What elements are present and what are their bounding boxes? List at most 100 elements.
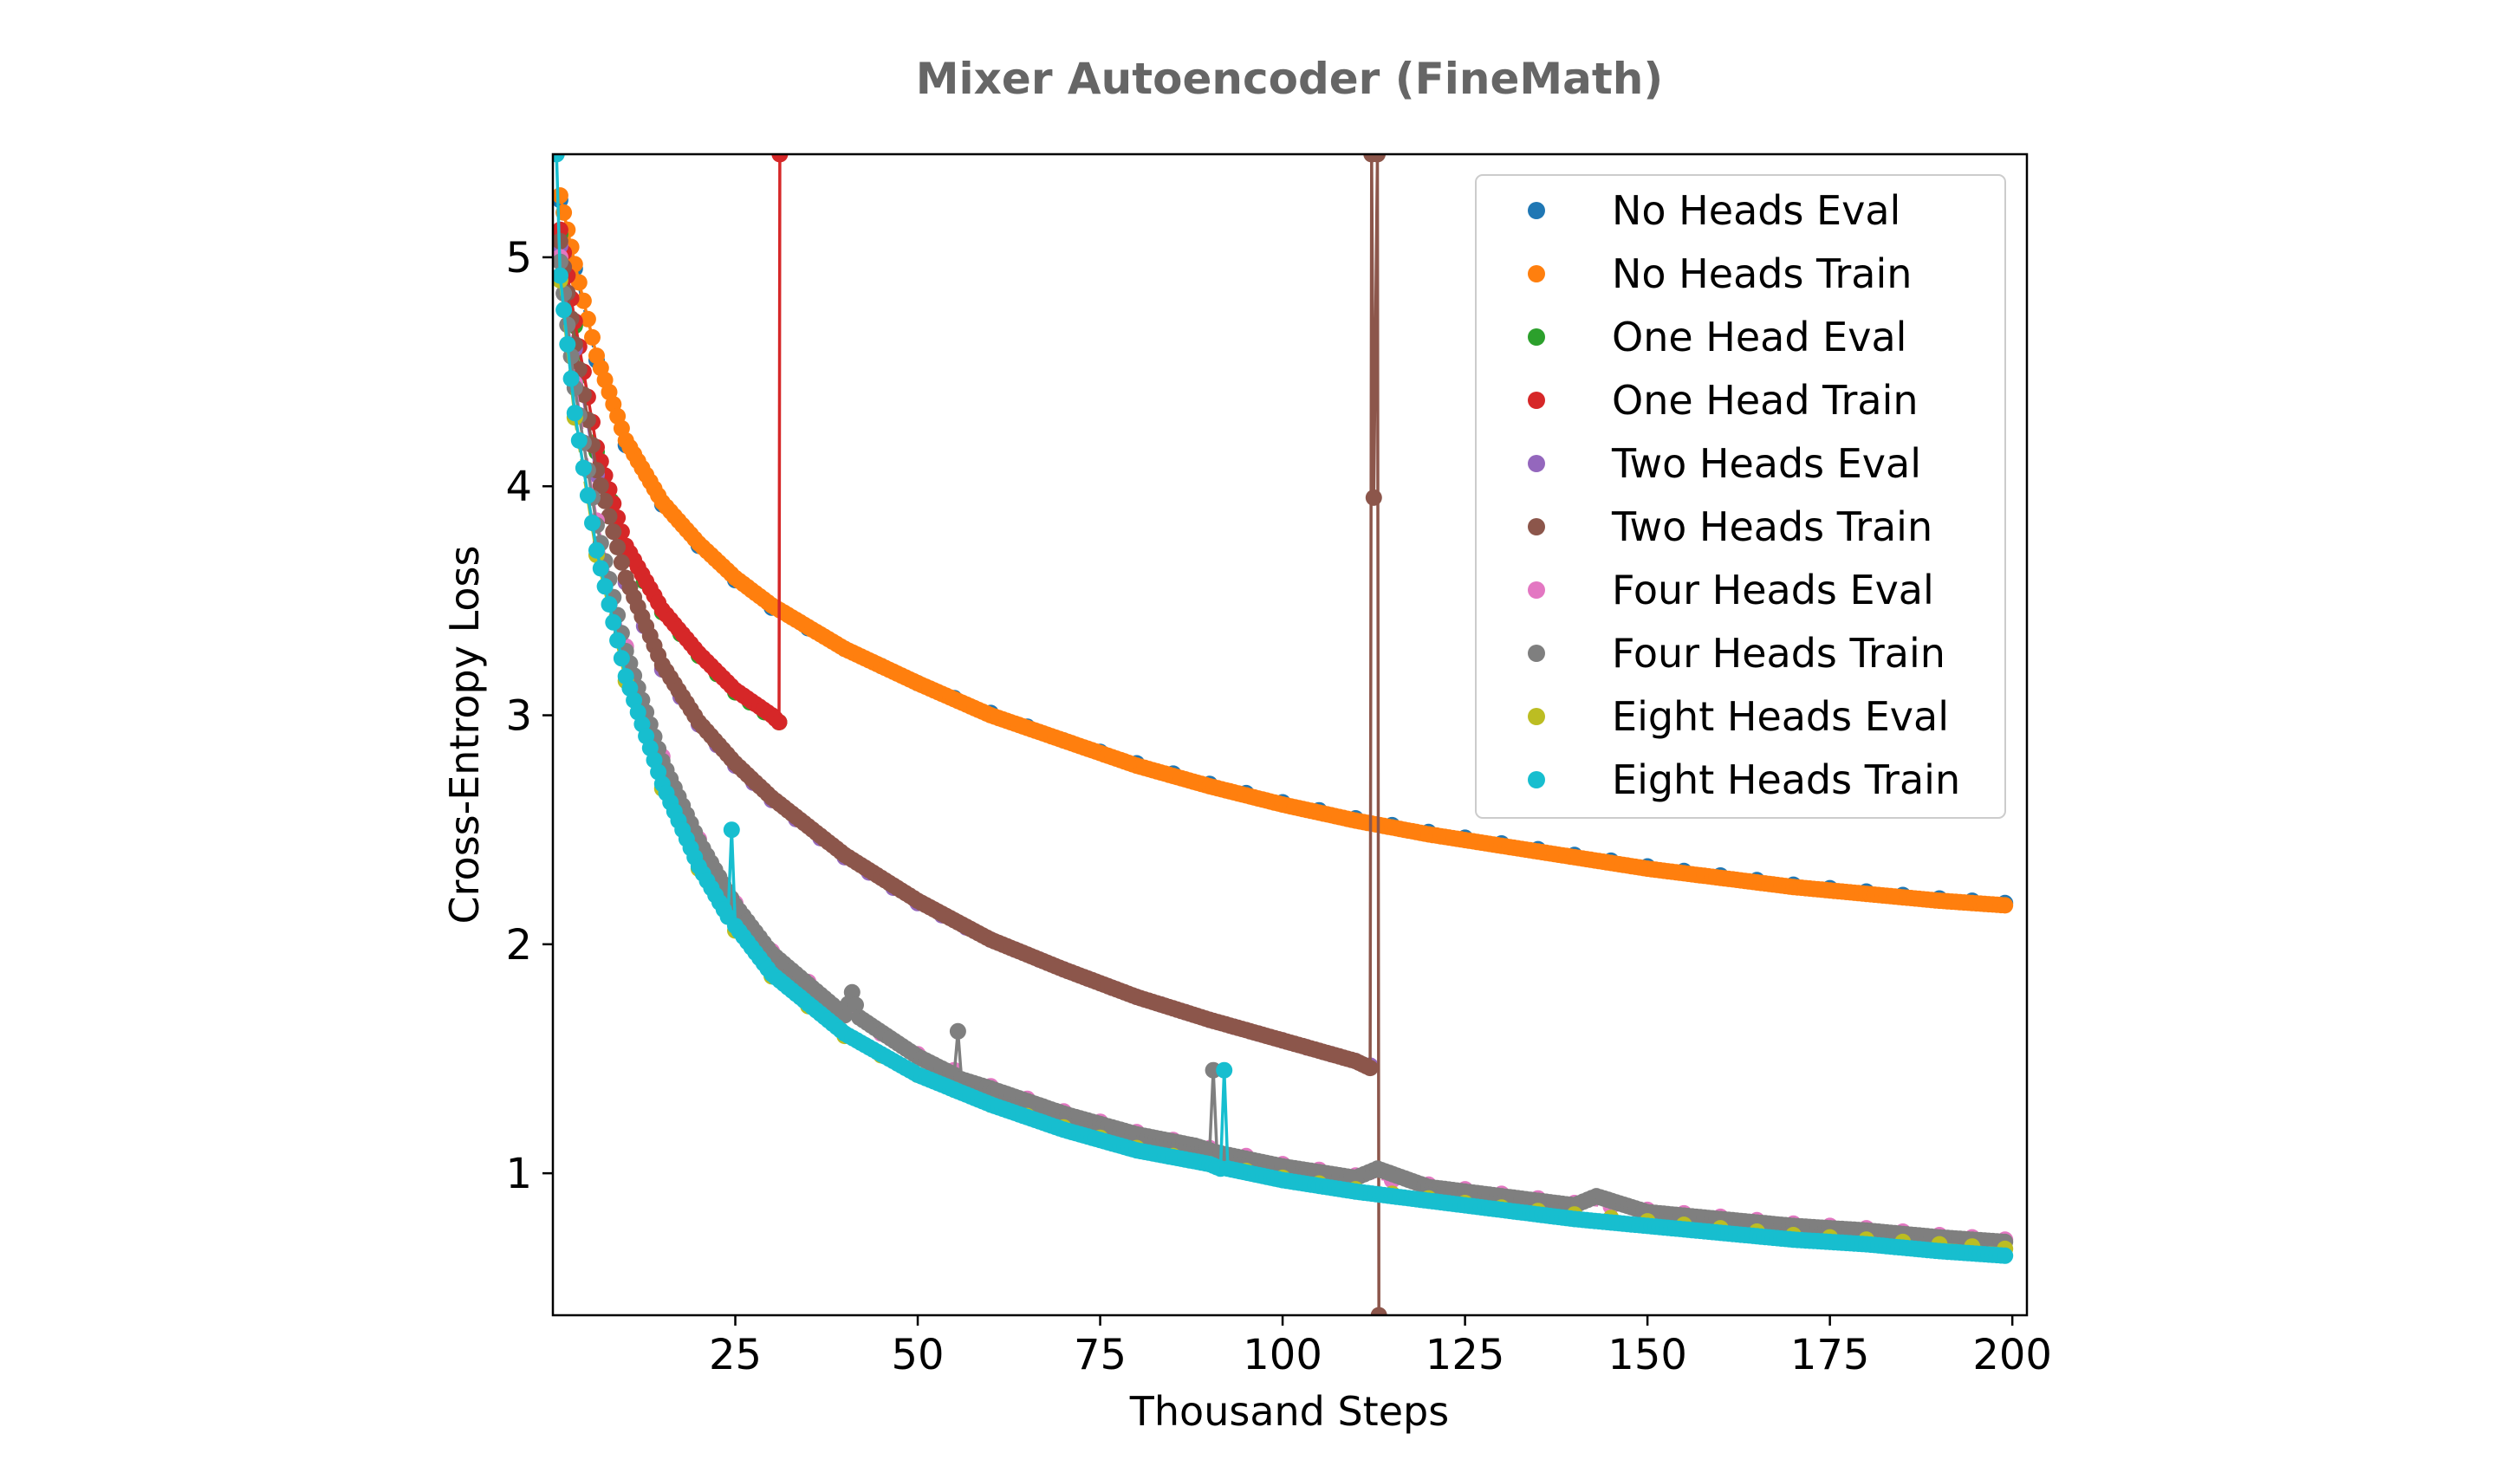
legend-marker: [1528, 581, 1545, 599]
legend-item: No Heads Train: [1528, 250, 1912, 297]
data-point: [584, 515, 601, 531]
data-point: [553, 267, 568, 284]
y-tick-label: 2: [505, 921, 532, 970]
data-point: [592, 477, 609, 494]
data-point: [596, 578, 614, 595]
y-axis-label: Cross-Entropy Loss: [441, 546, 488, 924]
data-point: [579, 487, 596, 504]
data-point: [1369, 154, 1386, 163]
legend-marker: [1528, 328, 1545, 346]
legend-marker: [1528, 455, 1545, 472]
legend-item: One Head Train: [1528, 377, 1919, 424]
data-point: [601, 508, 618, 525]
legend: No Heads Eval No Heads Train One Head Eval…: [1475, 174, 2006, 819]
legend-label: Four Heads Train: [1612, 630, 1945, 677]
x-tick-label: 200: [1972, 1331, 2052, 1379]
legend-item: Eight Heads Train: [1528, 756, 1960, 803]
data-point: [575, 292, 592, 309]
series-line: [558, 154, 1380, 1315]
legend-marker: [1528, 708, 1545, 725]
data-point: [1370, 1307, 1387, 1315]
x-axis-label: Thousand Steps: [1129, 1388, 1449, 1435]
legend-item: Four Heads Eval: [1528, 567, 1934, 613]
y-axis-ticks: 1 2 3 4 5: [505, 234, 553, 1198]
legend-label: Eight Heads Train: [1612, 756, 1960, 803]
data-point: [723, 821, 740, 839]
data-point: [609, 539, 627, 555]
data-point: [771, 154, 789, 163]
legend-marker: [1528, 518, 1545, 535]
legend-item: No Heads Eval: [1528, 187, 1900, 234]
series-no-heads-train: [553, 187, 2014, 914]
legend-marker: [1528, 771, 1545, 788]
plot-area-frame: [551, 152, 2029, 1317]
data-point: [1997, 897, 2014, 914]
series-eight-heads-train: [553, 154, 2014, 1264]
plot-series: [553, 154, 2014, 1315]
y-tick-label: 1: [505, 1150, 532, 1198]
data-point: [584, 328, 601, 346]
legend-marker: [1528, 392, 1545, 409]
legend-label: No Heads Train: [1612, 250, 1912, 297]
x-tick-label: 175: [1790, 1331, 1870, 1379]
data-point: [1997, 1247, 2014, 1264]
data-point: [553, 187, 568, 204]
data-point: [579, 310, 596, 328]
legend-label: Four Heads Eval: [1612, 567, 1934, 613]
data-point: [553, 154, 565, 163]
legend-item: Two Heads Eval: [1528, 440, 1921, 487]
legend-item: Two Heads Train: [1528, 503, 1932, 550]
data-point: [1365, 489, 1382, 506]
legend-marker: [1528, 645, 1545, 662]
legend-item: One Head Eval: [1528, 314, 1906, 360]
legend-marker: [1528, 202, 1545, 219]
data-point: [601, 596, 618, 613]
data-point: [566, 405, 583, 422]
x-axis-ticks: 25 50 75 100 125 150 175 200: [709, 1315, 2052, 1379]
x-tick-label: 100: [1243, 1331, 1322, 1379]
x-tick-label: 150: [1607, 1331, 1687, 1379]
chart-title: Mixer Autoencoder (FineMath): [916, 54, 1663, 104]
series-line: [558, 245, 1371, 1067]
y-tick-label: 4: [505, 463, 532, 511]
data-point: [555, 302, 573, 319]
legend-label: One Head Eval: [1612, 314, 1906, 360]
legend-label: One Head Train: [1612, 377, 1919, 424]
data-point: [609, 632, 627, 649]
data-point: [770, 714, 788, 730]
data-point: [613, 650, 630, 667]
legend-item: Four Heads Train: [1528, 630, 1945, 677]
data-point: [575, 459, 592, 477]
data-point: [949, 1022, 966, 1040]
data-point: [562, 370, 580, 387]
data-point: [559, 335, 576, 353]
legend-box: [1475, 174, 2006, 819]
legend-label: Eight Heads Eval: [1612, 693, 1949, 740]
data-point: [1216, 1061, 1233, 1079]
x-tick-label: 50: [892, 1331, 945, 1379]
data-point: [1361, 1060, 1379, 1077]
data-point: [596, 492, 614, 509]
y-tick-label: 3: [505, 692, 532, 741]
legend-label: Two Heads Eval: [1611, 440, 1921, 487]
y-tick-label: 5: [505, 234, 532, 282]
data-point: [559, 316, 576, 334]
x-tick-label: 25: [709, 1331, 762, 1379]
legend-item: Eight Heads Eval: [1528, 693, 1949, 740]
data-point: [592, 560, 609, 577]
series-two-heads-train: [553, 154, 1387, 1315]
data-point: [605, 523, 622, 541]
data-point: [843, 983, 861, 1001]
legend-label: Two Heads Train: [1611, 503, 1932, 550]
data-point: [613, 554, 630, 571]
data-point: [848, 996, 864, 1014]
series-two-heads-eval: [553, 237, 1379, 1074]
x-tick-label: 125: [1426, 1331, 1505, 1379]
legend-marker: [1528, 265, 1545, 282]
data-point: [588, 542, 605, 559]
x-tick-label: 75: [1074, 1331, 1127, 1379]
legend-label: No Heads Eval: [1612, 187, 1900, 234]
data-point: [605, 613, 622, 631]
data-point: [570, 431, 588, 449]
